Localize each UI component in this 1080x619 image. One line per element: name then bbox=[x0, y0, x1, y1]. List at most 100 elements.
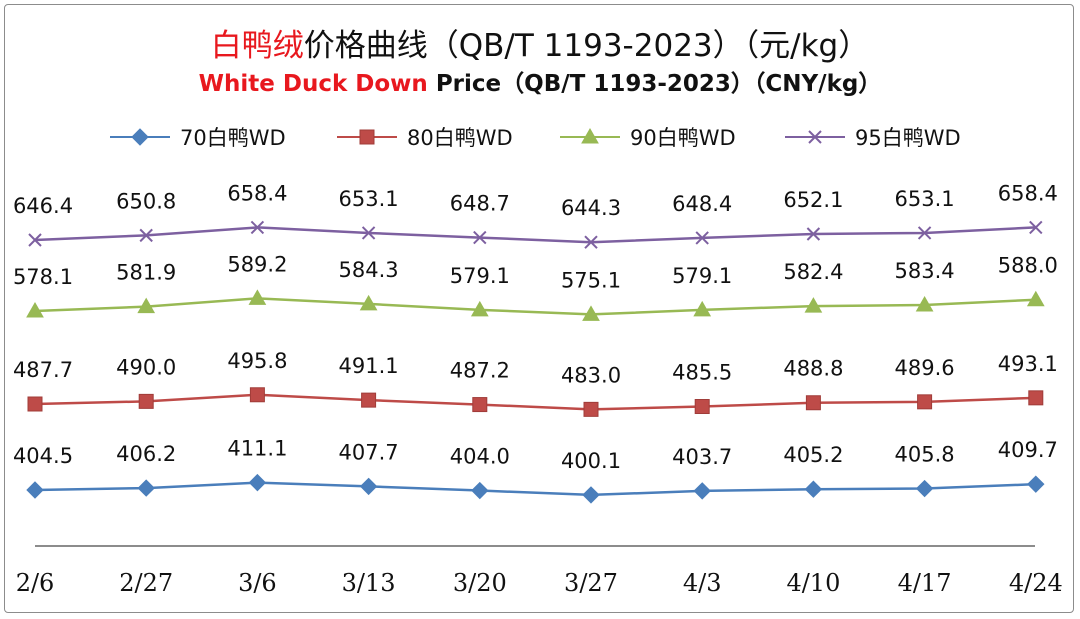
series-line bbox=[34, 297, 1036, 316]
data-label: 495.8 bbox=[227, 349, 287, 373]
x-tick-label: 3/6 bbox=[238, 569, 277, 597]
data-label: 581.9 bbox=[116, 261, 176, 285]
data-label: 582.4 bbox=[783, 260, 843, 284]
data-point bbox=[694, 399, 710, 415]
series-line bbox=[34, 393, 1036, 411]
data-point bbox=[915, 479, 934, 498]
data-label: 584.3 bbox=[339, 258, 399, 282]
data-label: 488.8 bbox=[783, 357, 843, 381]
data-label: 579.1 bbox=[672, 264, 732, 288]
data-label: 653.1 bbox=[895, 187, 955, 211]
legend-label: 80白鸭WD bbox=[407, 126, 513, 150]
data-label: 652.1 bbox=[783, 188, 843, 212]
data-label: 404.0 bbox=[450, 445, 510, 469]
chart-title-en: White Duck Down Price（QB/T 1193-2023）（CN… bbox=[0, 64, 1080, 98]
data-point bbox=[27, 396, 43, 412]
legend-label: 70白鸭WD bbox=[180, 126, 286, 150]
data-point bbox=[693, 482, 711, 500]
data-label: 493.1 bbox=[998, 352, 1058, 376]
series-line bbox=[34, 481, 1036, 497]
x-tick-label: 3/13 bbox=[342, 569, 396, 597]
data-label: 406.2 bbox=[116, 442, 176, 466]
title-cn-highlight: 白鸭绒 bbox=[210, 28, 304, 64]
series-line bbox=[34, 226, 1036, 244]
data-label: 407.7 bbox=[339, 440, 399, 464]
data-point bbox=[137, 479, 155, 497]
legend-marker bbox=[131, 128, 149, 146]
data-point bbox=[584, 235, 598, 249]
data-point bbox=[248, 473, 267, 492]
legend-marker bbox=[581, 127, 599, 144]
x-tick-label: 2/6 bbox=[16, 569, 55, 597]
data-point bbox=[1027, 475, 1045, 493]
data-label: 588.0 bbox=[998, 254, 1058, 278]
x-tick-label: 3/20 bbox=[453, 569, 507, 597]
title-en-rest: Price（QB/T 1193-2023）（CNY/kg） bbox=[427, 71, 882, 97]
data-point bbox=[137, 297, 156, 314]
data-point bbox=[917, 226, 932, 240]
data-point bbox=[473, 230, 487, 245]
data-point bbox=[470, 300, 489, 317]
data-label: 653.1 bbox=[339, 187, 399, 211]
data-point bbox=[1026, 290, 1045, 307]
data-point bbox=[917, 394, 933, 410]
data-point bbox=[693, 300, 712, 317]
data-label: 485.5 bbox=[672, 361, 732, 385]
data-label: 648.7 bbox=[450, 192, 510, 216]
data-label: 404.5 bbox=[13, 444, 73, 468]
data-point bbox=[361, 226, 376, 240]
data-point bbox=[248, 289, 267, 305]
data-label: 658.4 bbox=[998, 181, 1058, 205]
legend-marker bbox=[359, 129, 375, 145]
data-point bbox=[26, 481, 44, 499]
legend-marker bbox=[808, 130, 822, 144]
data-point bbox=[250, 220, 265, 235]
data-point bbox=[359, 477, 378, 496]
data-label: 579.1 bbox=[450, 264, 510, 288]
data-label: 583.4 bbox=[895, 259, 955, 283]
data-label: 411.1 bbox=[227, 437, 287, 461]
data-point bbox=[361, 392, 377, 408]
data-label: 575.1 bbox=[561, 268, 621, 292]
data-label: 644.3 bbox=[561, 196, 621, 220]
data-point bbox=[472, 397, 488, 413]
data-point bbox=[1029, 220, 1043, 235]
x-tick-label: 2/27 bbox=[119, 569, 173, 597]
data-point bbox=[26, 301, 44, 318]
data-point bbox=[804, 480, 823, 498]
data-label: 578.1 bbox=[13, 265, 73, 289]
data-point bbox=[805, 395, 821, 411]
data-label: 490.0 bbox=[116, 355, 176, 379]
data-label: 658.4 bbox=[227, 181, 287, 205]
data-point bbox=[806, 227, 821, 241]
data-label: 405.8 bbox=[895, 443, 955, 467]
legend-label: 90白鸭WD bbox=[630, 126, 736, 150]
data-point bbox=[1028, 390, 1044, 406]
data-label: 403.7 bbox=[672, 445, 732, 469]
data-point bbox=[28, 233, 42, 247]
title-cn-rest: 价格曲线（QB/T 1193-2023）（元/kg） bbox=[303, 28, 870, 64]
data-point bbox=[359, 294, 378, 311]
data-label: 650.8 bbox=[116, 189, 176, 213]
data-label: 648.4 bbox=[672, 192, 732, 216]
data-label: 409.7 bbox=[998, 438, 1058, 462]
data-point bbox=[583, 401, 599, 417]
data-point bbox=[139, 228, 153, 243]
data-point bbox=[249, 387, 265, 403]
data-point bbox=[915, 295, 934, 312]
data-label: 400.1 bbox=[561, 449, 621, 473]
data-label: 489.6 bbox=[895, 356, 955, 380]
data-label: 487.2 bbox=[450, 359, 510, 383]
data-label: 483.0 bbox=[561, 363, 621, 387]
data-point bbox=[471, 481, 489, 500]
data-label: 589.2 bbox=[227, 252, 287, 276]
legend-label: 95白鸭WD bbox=[855, 126, 961, 150]
x-tick-label: 4/10 bbox=[786, 569, 840, 597]
data-point bbox=[582, 305, 600, 321]
title-en-highlight: White Duck Down bbox=[198, 71, 428, 97]
data-label: 646.4 bbox=[13, 194, 73, 218]
x-tick-label: 4/17 bbox=[898, 569, 952, 597]
data-label: 487.7 bbox=[13, 358, 73, 382]
x-tick-label: 3/27 bbox=[564, 569, 618, 597]
